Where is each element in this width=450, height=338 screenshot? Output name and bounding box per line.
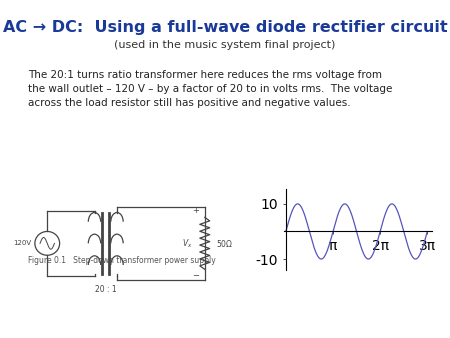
Text: The 20:1 turns ratio transformer here reduces the rms voltage from
the wall outl: The 20:1 turns ratio transformer here re… xyxy=(28,70,392,108)
Text: −: − xyxy=(192,271,199,280)
Text: $V_x$: $V_x$ xyxy=(181,237,192,249)
Text: 120V: 120V xyxy=(14,240,32,246)
Text: 50$\Omega$: 50$\Omega$ xyxy=(216,238,233,249)
Text: +: + xyxy=(192,207,199,215)
Text: AC → DC:  Using a full-wave diode rectifier circuit: AC → DC: Using a full-wave diode rectifi… xyxy=(3,20,447,35)
Text: (used in the music system final project): (used in the music system final project) xyxy=(114,40,336,50)
Text: 20 : 1: 20 : 1 xyxy=(95,285,117,294)
Text: Figure 0.1   Step-down transformer power supply: Figure 0.1 Step-down transformer power s… xyxy=(28,256,216,265)
